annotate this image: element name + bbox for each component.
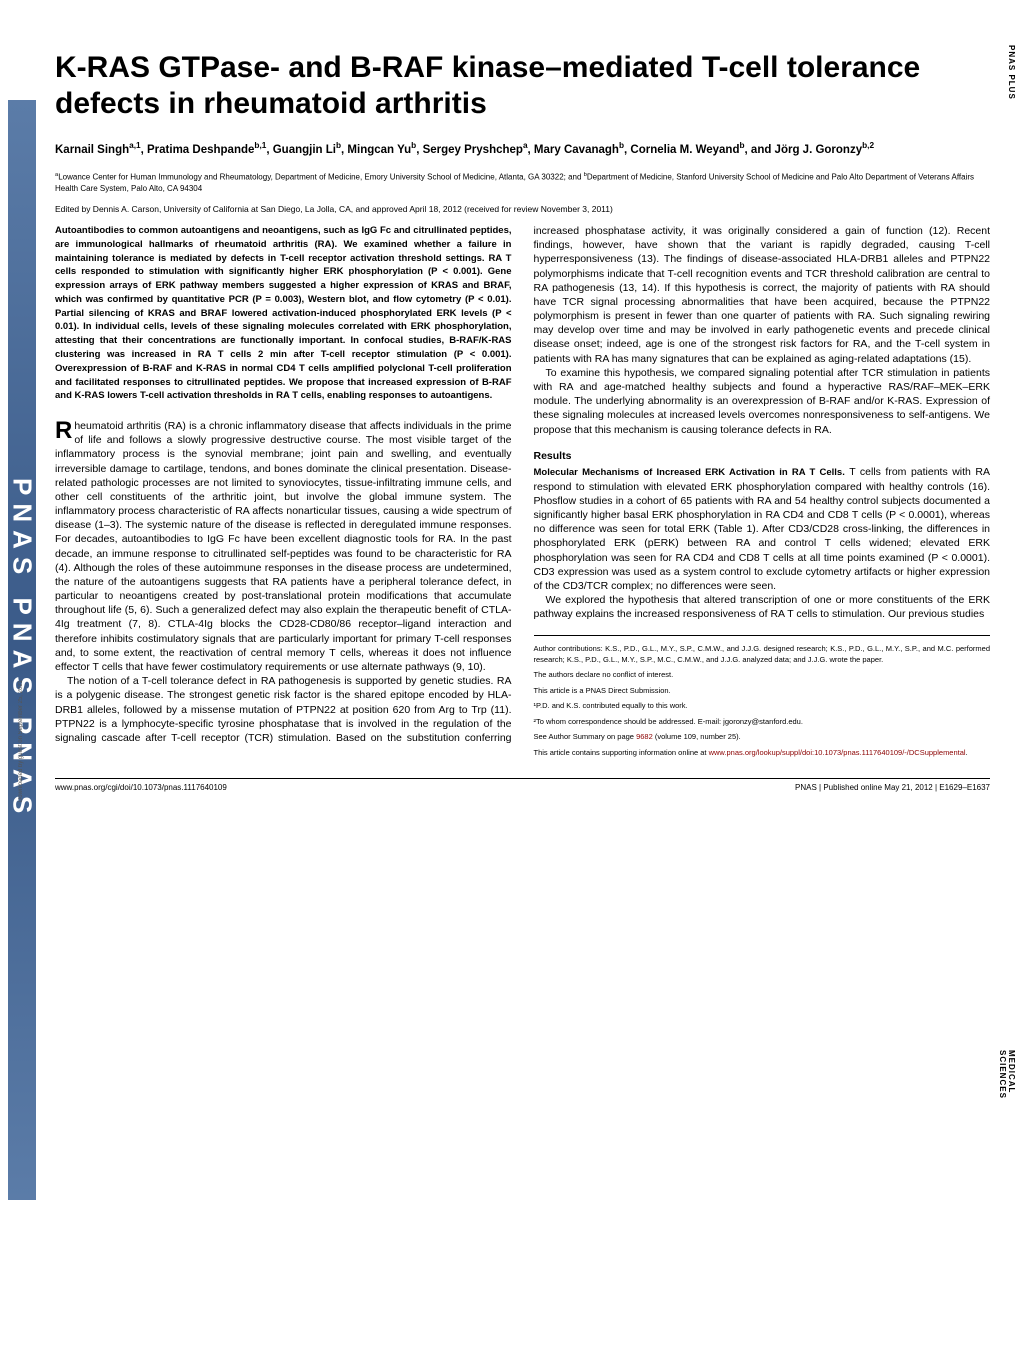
article-title: K-RAS GTPase- and B-RAF kinase–mediated … [55, 50, 990, 122]
side-label-medical-sciences: MEDICAL SCIENCES [998, 1050, 1016, 1099]
correspondence: ²To whom correspondence should be addres… [534, 717, 991, 728]
body-p5: We explored the hypothesis that altered … [534, 593, 991, 621]
supporting-info-link[interactable]: www.pnas.org/lookup/suppl/doi:10.1073/pn… [709, 748, 966, 757]
footnotes-block: Author contributions: K.S., P.D., G.L., … [534, 635, 991, 758]
dropcap: R [55, 421, 74, 441]
page-footer: www.pnas.org/cgi/doi/10.1073/pnas.111764… [55, 778, 990, 792]
equal-contrib: ¹P.D. and K.S. contributed equally to th… [534, 701, 991, 712]
author-summary-ref: See Author Summary on page 9682 (volume … [534, 732, 991, 743]
body-p3: To examine this hypothesis, we compared … [534, 366, 991, 437]
direct-submission: This article is a PNAS Direct Submission… [534, 686, 991, 697]
conflict-statement: The authors declare no conflict of inter… [534, 670, 991, 681]
supporting-info: This article contains supporting informa… [534, 748, 991, 759]
doi-link[interactable]: www.pnas.org/cgi/doi/10.1073/pnas.111764… [55, 783, 227, 792]
summary-page-link[interactable]: 9682 [636, 732, 653, 741]
author-contributions: Author contributions: K.S., P.D., G.L., … [534, 644, 991, 665]
results-heading: Results [534, 449, 991, 463]
download-note: Downloaded by guest on September 25, 202… [18, 680, 24, 802]
side-label-pnas-plus: PNAS PLUS [1007, 45, 1016, 100]
authors-line: Karnail Singha,1, Pratima Deshpandeb,1, … [55, 140, 990, 159]
affiliations: aLowance Center for Human Immunology and… [55, 171, 990, 194]
body-p1: Rheumatoid arthritis (RA) is a chronic i… [55, 419, 512, 674]
article-page: K-RAS GTPase- and B-RAF kinase–mediated … [55, 0, 990, 822]
body-p4: Molecular Mechanisms of Increased ERK Ac… [534, 465, 991, 593]
edited-by-line: Edited by Dennis A. Carson, University o… [55, 204, 990, 214]
two-column-body: Autoantibodies to common autoantigens an… [55, 224, 990, 758]
page-footer-right: PNAS | Published online May 21, 2012 | E… [795, 783, 990, 792]
pnas-logo-strip: PNAS PNAS PNAS [8, 100, 36, 1200]
abstract: Autoantibodies to common autoantigens an… [55, 224, 512, 403]
results-subheading: Molecular Mechanisms of Increased ERK Ac… [534, 467, 845, 478]
